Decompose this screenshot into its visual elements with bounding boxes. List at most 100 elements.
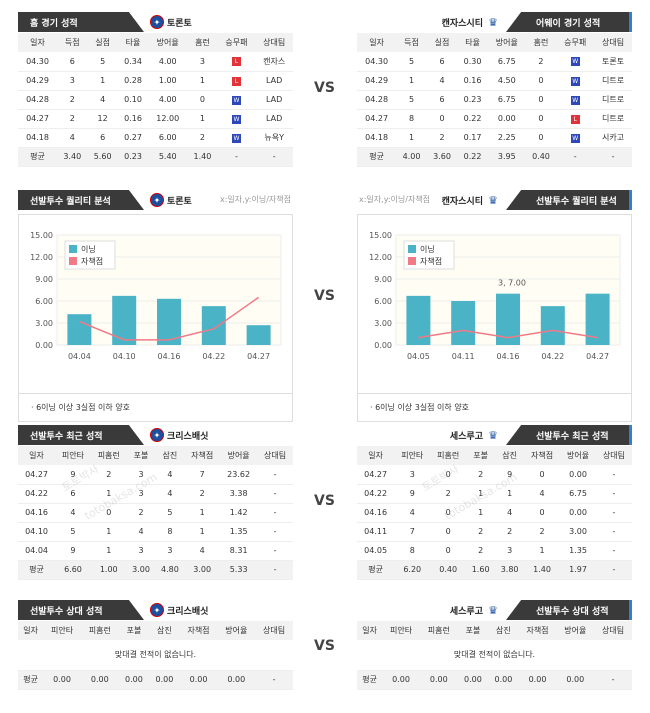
- left-pitcher-recent-title: 선발투수 최근 성적: [18, 425, 144, 445]
- table-cell: 6: [57, 52, 88, 72]
- vs-label: VS: [314, 80, 335, 96]
- average-row: 평균 0.00 0.00 0.00 0.00 0.00 0.00-: [18, 670, 293, 690]
- table-cell: 3.38: [220, 484, 258, 504]
- average-row: 평균 0.00 0.00 0.00 0.00 0.00 0.00-: [357, 670, 632, 690]
- legend-swatch: [69, 257, 77, 265]
- column-header: 피홈런: [80, 621, 119, 640]
- table-cell: L: [556, 109, 595, 129]
- table-row: 04.11 7 0 2 2 2 3.00-: [357, 522, 632, 542]
- er-line: [79, 296, 260, 341]
- table-cell: 0.00: [487, 109, 526, 129]
- table-cell: W: [556, 52, 595, 72]
- royals-logo-icon: ♛: [488, 193, 498, 207]
- er-line: [418, 329, 598, 339]
- table-cell: 0.22: [457, 147, 488, 167]
- column-header: 피홈런: [90, 446, 127, 465]
- column-header: 피안타: [43, 621, 81, 640]
- table-cell: -: [257, 503, 293, 523]
- table-cell: 1: [524, 541, 561, 561]
- table-row: 04.29 1 4 0.16 4.50 0 W 디트로: [357, 71, 632, 91]
- table-cell: 8.31: [220, 541, 258, 561]
- table-cell: 4: [495, 503, 525, 523]
- table-cell: 1: [396, 71, 427, 91]
- table-cell: -: [257, 465, 293, 485]
- column-header: 상대팀: [255, 621, 293, 640]
- table-cell: 1.40: [187, 147, 218, 167]
- y-tick-label: 6.00: [374, 297, 392, 306]
- y-tick-label: 6.00: [35, 297, 53, 306]
- table-cell: 2: [495, 522, 525, 542]
- table-cell: 4: [155, 465, 185, 485]
- table-cell: 3.80: [495, 560, 525, 580]
- column-header: 자책점: [184, 446, 221, 465]
- table-cell: L: [217, 71, 256, 91]
- column-header: 승무패: [556, 33, 595, 52]
- vs-label: VS: [314, 288, 335, 304]
- table-row: 04.22 6 1 3 4 2 3.38-: [18, 484, 293, 504]
- home-record-title: 홈 경기 성적: [18, 12, 144, 32]
- column-header: 삼진: [488, 621, 519, 640]
- column-header: 타율: [457, 33, 488, 52]
- left-pitcher-recent-panel: 선발투수 최근 성적 ✦ 크리스배싯 일자 피안타 피홈런 포볼 삼진 자책점 방어율 상대팀 0…: [18, 425, 293, 580]
- column-header: 자책점: [179, 621, 218, 640]
- table-cell: -: [594, 670, 632, 690]
- table-row: 04.29 3 1 0.28 1.00 1 L LAD: [18, 71, 293, 91]
- table-cell: 8: [396, 109, 427, 129]
- table-cell: 04.30: [18, 52, 58, 72]
- table-cell: 5: [55, 522, 91, 542]
- table-cell: 0: [426, 109, 458, 129]
- table-cell: 평균: [18, 560, 56, 580]
- table-cell: 4.00: [148, 90, 188, 110]
- table-cell: 0.00: [556, 670, 595, 690]
- no-data-row: 맞대결 전적이 없습니다.: [357, 640, 632, 671]
- table-cell: 9: [495, 465, 525, 485]
- column-header: 상대팀: [255, 33, 293, 52]
- table-cell: 6: [87, 128, 118, 148]
- table-cell: 0.00: [217, 670, 256, 690]
- blue-jays-logo-icon: ✦: [150, 193, 164, 207]
- table-cell: -: [217, 147, 256, 167]
- table-cell: 3: [187, 52, 218, 72]
- table-cell: 2: [184, 484, 221, 504]
- table-cell: 3.40: [57, 147, 88, 167]
- left-pitcher-vs-panel: 선발투수 상대 성적 ✦ 크리스배싯 일자 피안타 피홈런 포볼 삼진 자책점 방어율 상대팀 맞…: [18, 600, 293, 690]
- royals-logo-icon: ♛: [488, 15, 498, 29]
- column-header: 포볼: [118, 621, 150, 640]
- table-cell: 04.05: [357, 541, 395, 561]
- table-cell: 0.22: [457, 109, 488, 129]
- table-cell: 1.97: [560, 560, 596, 580]
- table-cell: 04.11: [357, 522, 395, 542]
- table-row: 04.27 3 0 2 9 0 0.00-: [357, 465, 632, 485]
- column-header: 피안타: [394, 446, 431, 465]
- bar: [451, 301, 476, 345]
- left-pitcher-name: ✦ 크리스배싯: [150, 600, 208, 620]
- quality-note: · 6이닝 이상 3실점 이하 양호: [357, 394, 632, 422]
- table-cell: 23.62: [220, 465, 258, 485]
- column-header: 피홈런: [419, 621, 458, 640]
- table-cell: 04.22: [18, 484, 56, 504]
- win-badge-icon: W: [231, 95, 241, 105]
- table-cell: 0: [90, 503, 127, 523]
- average-row: 평균 6.60 1.00 3.00 4.80 3.00 5.33-: [18, 560, 293, 580]
- column-header: 피홈런: [430, 446, 467, 465]
- table-cell: W: [556, 128, 595, 148]
- table-cell: 평균: [357, 147, 397, 167]
- legend-swatch: [408, 257, 416, 265]
- table-cell: 디트로: [594, 71, 632, 91]
- table-cell: 0.00: [118, 670, 150, 690]
- table-cell: 1: [466, 503, 496, 523]
- table-cell: 0.00: [179, 670, 218, 690]
- table-cell: 0: [524, 465, 561, 485]
- table-cell: 평균: [357, 670, 383, 690]
- toronto-team-label: ✦ 토론토: [150, 12, 192, 32]
- table-cell: 6.75: [560, 484, 596, 504]
- table-cell: 3: [155, 541, 185, 561]
- table-cell: 0.17: [457, 128, 488, 148]
- bar: [246, 325, 271, 345]
- table-cell: 0.23: [457, 90, 488, 110]
- table-cell: -: [257, 522, 293, 542]
- table-cell: 3: [394, 465, 431, 485]
- table-cell: 04.16: [357, 503, 395, 523]
- toronto-team-label: ✦ 토론토: [150, 190, 192, 210]
- left-quality-chart: 0.00 3.00 6.00 9.00 12.00 15.00 04.04 04.10 04.1…: [18, 214, 293, 394]
